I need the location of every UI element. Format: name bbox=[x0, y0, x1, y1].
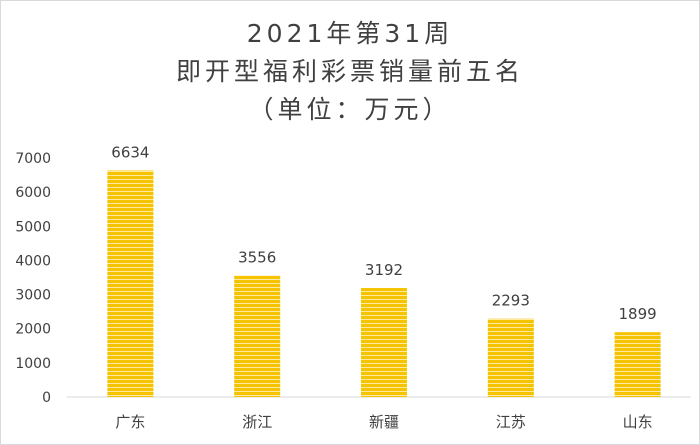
data-label: 6634 bbox=[111, 143, 149, 161]
x-tick-label: 浙江 bbox=[242, 413, 272, 431]
data-label: 3556 bbox=[238, 249, 276, 267]
bar bbox=[614, 332, 661, 397]
chart-title-line-3: （单位：万元） bbox=[248, 95, 452, 124]
y-tick-label: 5000 bbox=[15, 219, 51, 235]
data-labels: 6634 3556 3192 2293 1899 bbox=[111, 143, 656, 323]
x-tick-label: 山东 bbox=[623, 413, 653, 431]
x-axis-ticks: 广东 浙江 新疆 江苏 山东 bbox=[115, 413, 652, 431]
data-label: 2293 bbox=[492, 292, 530, 310]
x-tick-label: 新疆 bbox=[369, 413, 399, 431]
bar bbox=[361, 288, 407, 397]
y-tick-label: 3000 bbox=[15, 288, 51, 304]
chart-title-line-2: 即开型福利彩票销量前五名 bbox=[175, 57, 524, 86]
y-axis-ticks: 0 1000 2000 3000 4000 5000 6000 7000 bbox=[15, 151, 51, 406]
y-tick-label: 6000 bbox=[15, 185, 51, 201]
x-tick-label: 广东 bbox=[115, 413, 145, 431]
y-tick-label: 4000 bbox=[15, 253, 51, 269]
bars bbox=[107, 170, 661, 397]
data-label: 1899 bbox=[619, 305, 657, 323]
bar bbox=[107, 170, 154, 397]
y-tick-label: 0 bbox=[42, 390, 51, 406]
data-label: 3192 bbox=[365, 261, 403, 279]
chart-title: 2021年第31周 即开型福利彩票销量前五名 （单位：万元） bbox=[1, 15, 699, 129]
y-tick-label: 1000 bbox=[15, 356, 51, 372]
x-tick-label: 江苏 bbox=[496, 413, 526, 431]
bar bbox=[487, 318, 534, 397]
y-tick-label: 7000 bbox=[15, 151, 51, 167]
bar bbox=[234, 275, 281, 397]
chart-title-line-1: 2021年第31周 bbox=[246, 19, 454, 48]
y-tick-label: 2000 bbox=[15, 322, 51, 338]
